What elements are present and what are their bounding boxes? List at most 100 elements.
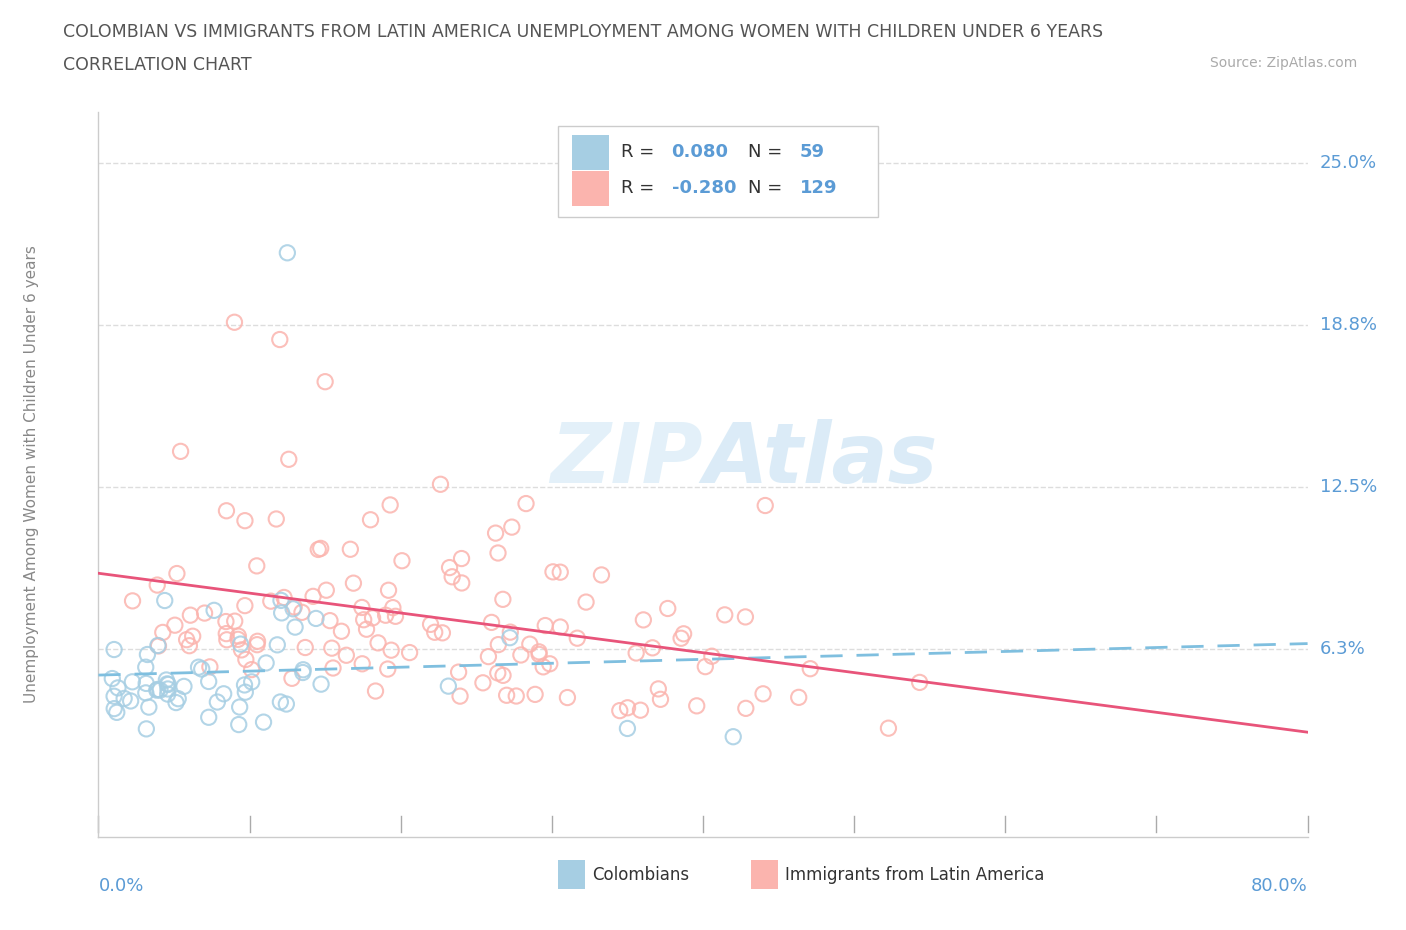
- Point: [360, 512, 382, 527]
- Point: [486, 546, 509, 561]
- Point: [315, 583, 337, 598]
- Point: [319, 613, 342, 628]
- Text: Immigrants from Latin America: Immigrants from Latin America: [785, 866, 1045, 884]
- Point: [135, 685, 157, 700]
- Point: [367, 635, 389, 650]
- Point: [657, 601, 679, 616]
- Point: [309, 541, 332, 556]
- Point: [492, 591, 515, 606]
- Point: [145, 683, 167, 698]
- Point: [734, 701, 756, 716]
- Point: [492, 668, 515, 683]
- Text: N =: N =: [748, 143, 787, 161]
- Point: [484, 525, 506, 540]
- Point: [439, 560, 461, 575]
- Text: 0.0%: 0.0%: [98, 877, 143, 895]
- Point: [423, 625, 446, 640]
- Point: [246, 637, 269, 652]
- Point: [215, 503, 238, 518]
- Point: [509, 647, 531, 662]
- Text: Colombians: Colombians: [592, 866, 689, 884]
- Point: [240, 662, 263, 677]
- Point: [364, 684, 387, 698]
- Point: [254, 656, 277, 671]
- Point: [233, 678, 256, 693]
- Point: [224, 315, 246, 330]
- Point: [153, 593, 176, 608]
- Point: [233, 513, 256, 528]
- Point: [284, 619, 307, 634]
- Point: [103, 689, 125, 704]
- Point: [481, 615, 503, 630]
- Point: [322, 660, 344, 675]
- Point: [374, 608, 396, 623]
- Point: [527, 644, 550, 659]
- Point: [292, 662, 315, 677]
- Point: [432, 625, 454, 640]
- Point: [277, 452, 299, 467]
- Point: [152, 625, 174, 640]
- Point: [173, 679, 195, 694]
- Point: [321, 641, 343, 656]
- Point: [270, 605, 292, 620]
- Point: [197, 710, 219, 724]
- Point: [486, 637, 509, 652]
- Point: [647, 682, 669, 697]
- Point: [167, 691, 190, 706]
- Point: [215, 614, 238, 629]
- Point: [449, 689, 471, 704]
- Point: [101, 671, 124, 686]
- Point: [246, 558, 269, 573]
- Text: 25.0%: 25.0%: [1320, 154, 1376, 172]
- Point: [103, 701, 125, 716]
- Point: [450, 576, 472, 591]
- Point: [499, 631, 522, 645]
- Point: [193, 605, 215, 620]
- Text: Unemployment Among Women with Children Under 6 years: Unemployment Among Women with Children U…: [24, 246, 39, 703]
- Point: [519, 637, 541, 652]
- Point: [276, 246, 298, 260]
- Point: [330, 624, 353, 639]
- Text: CORRELATION CHART: CORRELATION CHART: [63, 56, 252, 73]
- Point: [187, 659, 209, 674]
- Text: 129: 129: [800, 179, 837, 197]
- Point: [377, 583, 399, 598]
- Point: [207, 695, 229, 710]
- FancyBboxPatch shape: [558, 126, 879, 217]
- Point: [269, 332, 291, 347]
- Point: [105, 705, 128, 720]
- Point: [557, 690, 579, 705]
- Point: [335, 648, 357, 663]
- Point: [146, 578, 169, 592]
- Bar: [558, 860, 585, 889]
- Point: [441, 569, 464, 584]
- Point: [107, 681, 129, 696]
- Point: [197, 674, 219, 689]
- Point: [240, 674, 263, 689]
- Text: 6.3%: 6.3%: [1320, 640, 1365, 658]
- Point: [148, 639, 170, 654]
- Point: [155, 672, 177, 687]
- Text: R =: R =: [621, 143, 659, 161]
- Point: [121, 674, 143, 689]
- Point: [156, 676, 179, 691]
- Point: [233, 598, 256, 613]
- Point: [609, 703, 631, 718]
- Point: [437, 679, 460, 694]
- Point: [276, 697, 298, 711]
- Point: [228, 629, 250, 644]
- Point: [103, 642, 125, 657]
- Point: [548, 619, 571, 634]
- Point: [294, 640, 316, 655]
- Point: [165, 695, 187, 710]
- Point: [157, 677, 180, 692]
- Point: [309, 677, 332, 692]
- Point: [501, 520, 523, 535]
- Point: [377, 661, 399, 676]
- Point: [302, 589, 325, 604]
- Point: [713, 607, 735, 622]
- Point: [146, 638, 169, 653]
- Point: [149, 683, 172, 698]
- Point: [380, 643, 402, 658]
- Point: [548, 565, 571, 579]
